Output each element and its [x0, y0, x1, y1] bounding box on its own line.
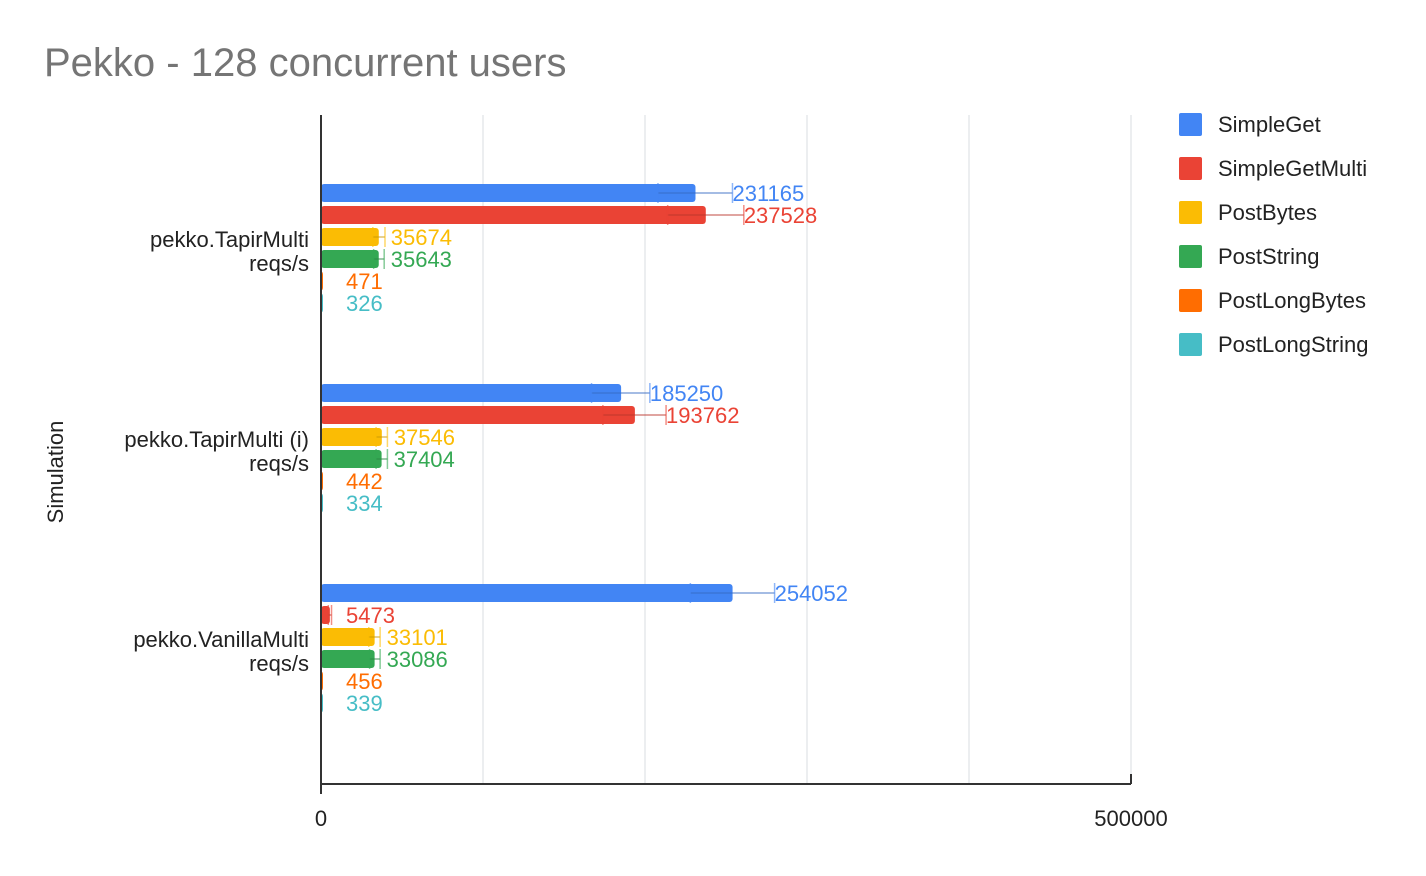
bar — [321, 628, 375, 646]
y-axis-title: Simulation — [43, 421, 68, 524]
legend-label: PostBytes — [1218, 200, 1317, 225]
bar — [321, 428, 382, 446]
data-label: 456 — [346, 669, 383, 694]
bar — [321, 406, 635, 424]
data-label: 5473 — [346, 603, 395, 628]
legend-swatch — [1179, 201, 1202, 224]
category-label-line: reqs/s — [249, 451, 309, 476]
legend-swatch — [1179, 113, 1202, 136]
data-label: 37546 — [394, 425, 455, 450]
legend-label: PostLongString — [1218, 332, 1368, 357]
data-label: 237528 — [744, 203, 817, 228]
data-label: 35674 — [391, 225, 452, 250]
bar — [321, 384, 622, 402]
data-label: 185250 — [650, 381, 723, 406]
bar — [321, 206, 706, 224]
category-label: pekko.TapirMulti reqs/s — [150, 227, 309, 276]
bar — [321, 584, 733, 602]
bar — [321, 650, 375, 668]
x-tick-label: 0 — [315, 806, 327, 831]
legend-swatch — [1179, 245, 1202, 268]
data-label: 471 — [346, 269, 383, 294]
data-label: 33086 — [387, 647, 448, 672]
category-label-line: pekko.TapirMulti (i) — [124, 427, 309, 452]
chart-title: Pekko - 128 concurrent users — [44, 41, 566, 85]
bar — [321, 250, 379, 268]
axes: 0 500000 — [315, 115, 1168, 831]
category-label-line: pekko.VanillaMulti — [133, 627, 309, 652]
data-label: 334 — [346, 491, 383, 516]
legend-swatch — [1179, 289, 1202, 312]
data-label: 35643 — [391, 247, 452, 272]
legend-swatch — [1179, 157, 1202, 180]
bar — [321, 184, 696, 202]
legend: SimpleGet SimpleGetMulti PostBytes PostStri… — [1179, 112, 1368, 357]
data-label: 231165 — [732, 181, 804, 206]
category-label-line: reqs/s — [249, 651, 309, 676]
data-label: 193762 — [666, 403, 739, 428]
bar — [321, 228, 379, 246]
category-label-line: reqs/s — [249, 251, 309, 276]
bars: 2311651852502540522375281937625473356743… — [321, 181, 848, 716]
data-label: 339 — [346, 691, 383, 716]
data-label: 326 — [346, 291, 383, 316]
legend-label: SimpleGet — [1218, 112, 1321, 137]
data-label: 33101 — [387, 625, 448, 650]
category-label: pekko.VanillaMulti reqs/s — [133, 627, 309, 676]
data-label: 442 — [346, 469, 383, 494]
category-label-line: pekko.TapirMulti — [150, 227, 309, 252]
x-tick-label: 500000 — [1094, 806, 1167, 831]
gridlines — [482, 115, 1132, 784]
bar — [321, 450, 382, 468]
data-label: 254052 — [775, 581, 848, 606]
data-label: 37404 — [394, 447, 455, 472]
legend-label: PostString — [1218, 244, 1320, 269]
legend-label: PostLongBytes — [1218, 288, 1366, 313]
legend-swatch — [1179, 333, 1202, 356]
category-label: pekko.TapirMulti (i) reqs/s — [124, 427, 309, 476]
legend-label: SimpleGetMulti — [1218, 156, 1367, 181]
